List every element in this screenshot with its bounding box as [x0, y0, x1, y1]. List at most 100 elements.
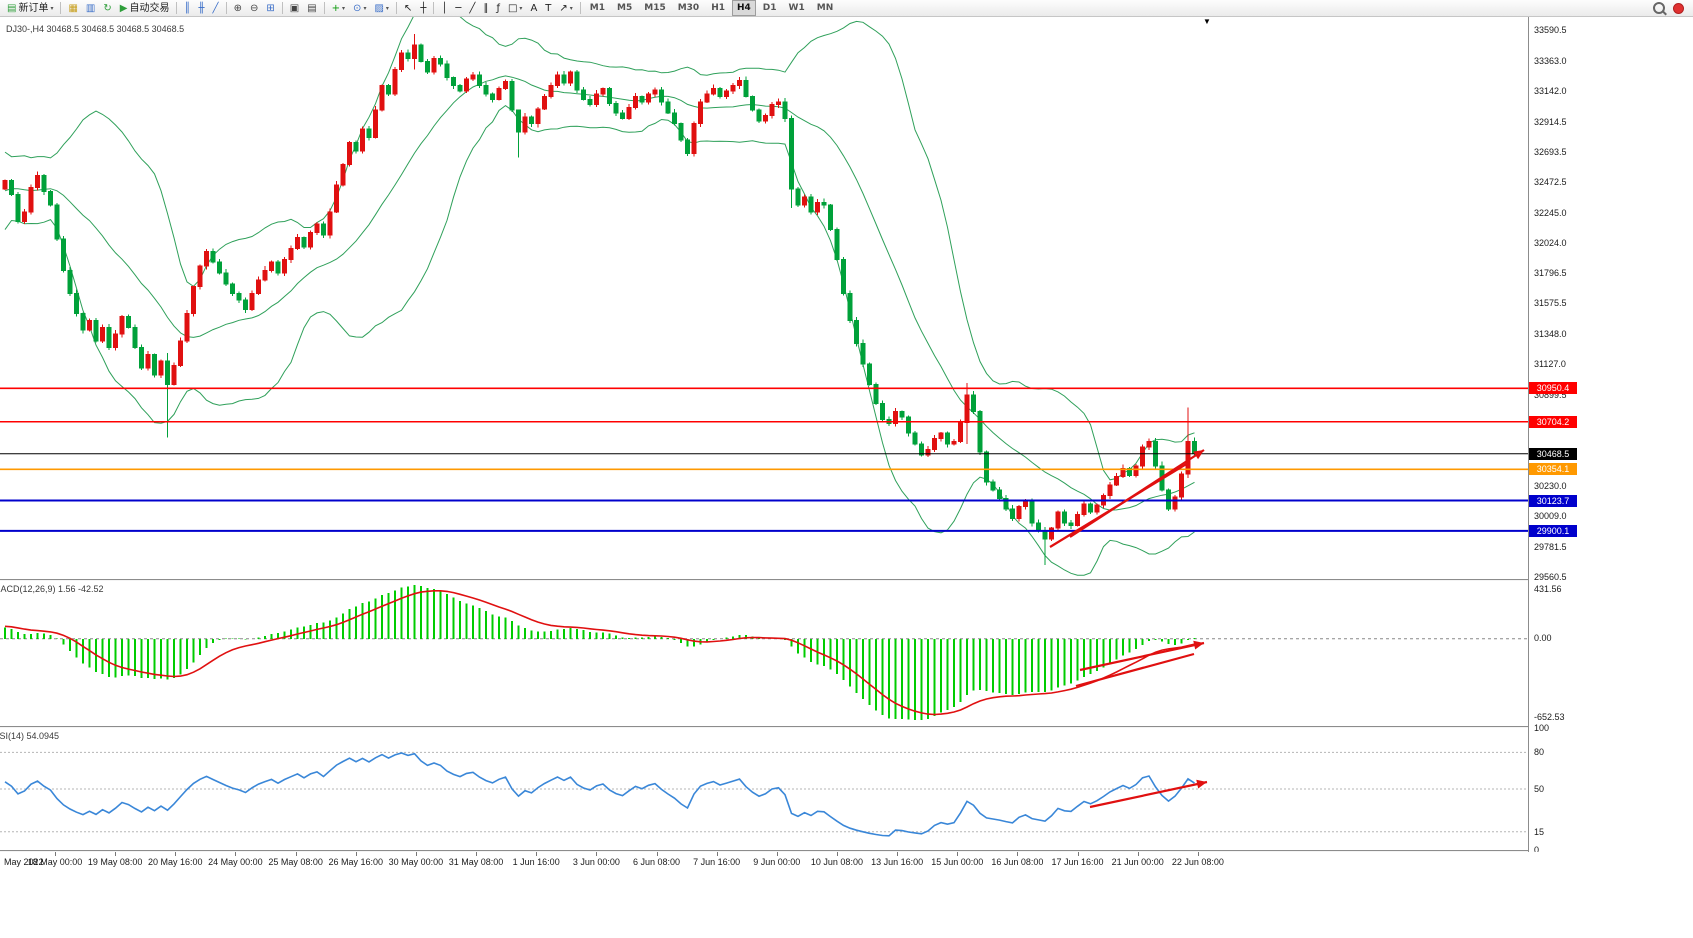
- template-button[interactable]: ▨ ▾: [370, 0, 392, 17]
- chevron-down-icon: ▾: [385, 4, 389, 12]
- main-chart[interactable]: DJ30-,H4 30468.5 30468.5 30468.5 30468.5…: [0, 17, 1528, 579]
- new-order-button-glyph: ▤: [7, 2, 17, 14]
- price-tick: 31348.0: [1534, 329, 1567, 340]
- time-label: 6 Jun 08:00: [632, 857, 681, 867]
- rsi-axis-tick: 15: [1534, 826, 1545, 837]
- chevron-down-icon: ▾: [519, 4, 523, 12]
- data-window-icon[interactable]: ▥: [82, 0, 99, 17]
- rsi-axis-tick: 0: [1534, 845, 1540, 855]
- timeframe-button-m5[interactable]: M5: [617, 3, 633, 13]
- price-tick: 29560.5: [1534, 571, 1567, 582]
- candlestick-type-button[interactable]: ╫: [195, 0, 209, 17]
- new-order-button[interactable]: ▤ 新订单 ▾: [3, 0, 57, 17]
- autotrading-button[interactable]: ▶ 自动交易: [116, 0, 174, 17]
- notifications-icon[interactable]: [1673, 2, 1684, 14]
- period-button[interactable]: ⊙ ▾: [349, 0, 370, 17]
- time-label: 7 Jun 16:00: [693, 857, 741, 867]
- vertical-line-button-glyph: │: [441, 2, 448, 14]
- price-tick: 31127.0: [1534, 359, 1566, 370]
- zoom-out-button-glyph: ⊖: [249, 2, 259, 14]
- trend-arrow[interactable]: [1075, 652, 1195, 688]
- time-label: 17 Jun 16:00: [1051, 857, 1104, 867]
- vertical-line-button[interactable]: │: [437, 0, 451, 17]
- timeframe-button-m30[interactable]: M30: [677, 3, 700, 13]
- candles: [2, 34, 1197, 565]
- toolbar-separator: [176, 2, 178, 14]
- toolbar-separator: [579, 2, 581, 14]
- time-tick: [716, 852, 718, 856]
- trend-arrow[interactable]: [1079, 641, 1205, 672]
- price-tick: 33142.0: [1534, 85, 1567, 96]
- fibonacci-button[interactable]: ƒ: [492, 0, 504, 17]
- panel-separator[interactable]: [0, 726, 1693, 728]
- zoom-in-button[interactable]: ⊕: [230, 0, 246, 17]
- search-icon[interactable]: [1653, 2, 1665, 14]
- price-tick: 32693.5: [1534, 146, 1567, 157]
- time-label: 13 Jun 16:00: [871, 857, 924, 867]
- price-tick: 32914.5: [1534, 116, 1567, 127]
- macd-panel[interactable]: MACD(12,26,9) 1.56 -42.52: [0, 581, 1528, 726]
- tile-windows-button[interactable]: ▣: [286, 0, 303, 17]
- price-tick: 32472.5: [1534, 176, 1567, 187]
- line-chart-type-button[interactable]: ╱: [209, 0, 223, 17]
- scroll-shift-marker-icon[interactable]: ▼: [1203, 17, 1211, 26]
- time-tick: [476, 852, 478, 856]
- equidistant-channel-button[interactable]: ∥: [479, 0, 492, 17]
- time-label: 25 May 08:00: [268, 857, 323, 867]
- time-axis[interactable]: May 2022 18 May 00:00 19 May 08:00 20 May 1…: [0, 852, 1693, 876]
- toolbar-separator: [225, 2, 227, 14]
- time-label: 19 May 08:00: [87, 857, 143, 867]
- trend-arrow[interactable]: [1089, 780, 1208, 809]
- rsi-panel[interactable]: RSI(14) 54.0945: [0, 728, 1528, 850]
- market-watch-icon[interactable]: ▦: [64, 0, 81, 17]
- zoom-out-button[interactable]: ⊖: [246, 0, 262, 17]
- time-tick: [1017, 852, 1019, 856]
- macd-axis-tick: -652.53: [1534, 712, 1565, 722]
- timeframe-button-m15[interactable]: M15: [644, 3, 666, 13]
- timeframe-button-w1[interactable]: W1: [788, 3, 805, 13]
- toolbar-separator: [60, 2, 62, 14]
- shapes-button[interactable]: □ ▾: [504, 0, 526, 17]
- time-tick: [1077, 852, 1079, 856]
- timeframe-button-d1[interactable]: D1: [762, 3, 777, 13]
- cursor-button[interactable]: ↖: [400, 0, 416, 17]
- time-label: 9 Jun 00:00: [753, 857, 801, 867]
- time-label: 21 Jun 00:00: [1111, 857, 1164, 867]
- time-label: 26 May 16:00: [328, 857, 384, 867]
- horizontal-line-button[interactable]: ─: [451, 0, 465, 17]
- macd-axis-tick: 0.00: [1534, 633, 1552, 643]
- trend-arrow[interactable]: [1069, 449, 1205, 538]
- grid-button[interactable]: ⊞: [262, 0, 278, 17]
- time-label: 24 May 00:00: [208, 857, 263, 867]
- trendline-button-glyph: ╱: [469, 2, 476, 14]
- text-label-button[interactable]: T: [541, 0, 555, 17]
- trendline-button[interactable]: ╱: [465, 0, 479, 17]
- cascade-windows-button[interactable]: ▤: [303, 0, 320, 17]
- trend-arrow-head: [1196, 779, 1207, 789]
- price-tick: 33363.0: [1534, 55, 1567, 66]
- timeframe-button-h4[interactable]: H4: [732, 0, 756, 16]
- toolbar: ▤ 新订单 ▾ ▦ ▥ ↻ ▶ 自动交易 ║ ╫ ╱ ⊕ ⊖ ⊞ ▣ ▤ + ▾ ⊙ ▾ ▨ ▾ ↖ ┼ │ ─ ╱ ∥ ƒ □ ▾ A T ↗ ▾…: [0, 0, 1693, 17]
- timeframe-button-mn[interactable]: MN: [816, 3, 834, 13]
- time-tick: [175, 852, 177, 856]
- fibonacci-button-glyph: ƒ: [496, 2, 500, 14]
- line-chart-type-button-glyph: ╱: [212, 2, 219, 14]
- support-line-blue-1-price-box: 30123.7: [1529, 494, 1577, 507]
- price-tick: 31575.5: [1534, 298, 1567, 309]
- arrows-button[interactable]: ↗ ▾: [555, 0, 576, 17]
- bid-price-line-price-box: 30468.5: [1529, 447, 1577, 460]
- text-button[interactable]: A: [526, 0, 541, 17]
- price-axis[interactable]: 33590.5 33363.0 33142.0 32914.5 32693.5 32472…: [1528, 17, 1693, 876]
- new-chart-button[interactable]: + ▾: [328, 0, 349, 17]
- timeframe-button-h1[interactable]: H1: [711, 3, 725, 13]
- tile-windows-button-glyph: ▣: [289, 2, 300, 14]
- time-tick: [656, 852, 658, 856]
- price-tick: 33590.5: [1534, 25, 1567, 35]
- panel-separator[interactable]: [0, 579, 1693, 581]
- bar-chart-type-button[interactable]: ║: [180, 0, 194, 17]
- macd-histogram: [4, 585, 1196, 720]
- timeframe-button-m1[interactable]: M1: [589, 3, 606, 13]
- crosshair-button[interactable]: ┼: [416, 0, 430, 17]
- refresh-icon[interactable]: ↻: [99, 0, 115, 17]
- chevron-down-icon: ▾: [363, 4, 367, 12]
